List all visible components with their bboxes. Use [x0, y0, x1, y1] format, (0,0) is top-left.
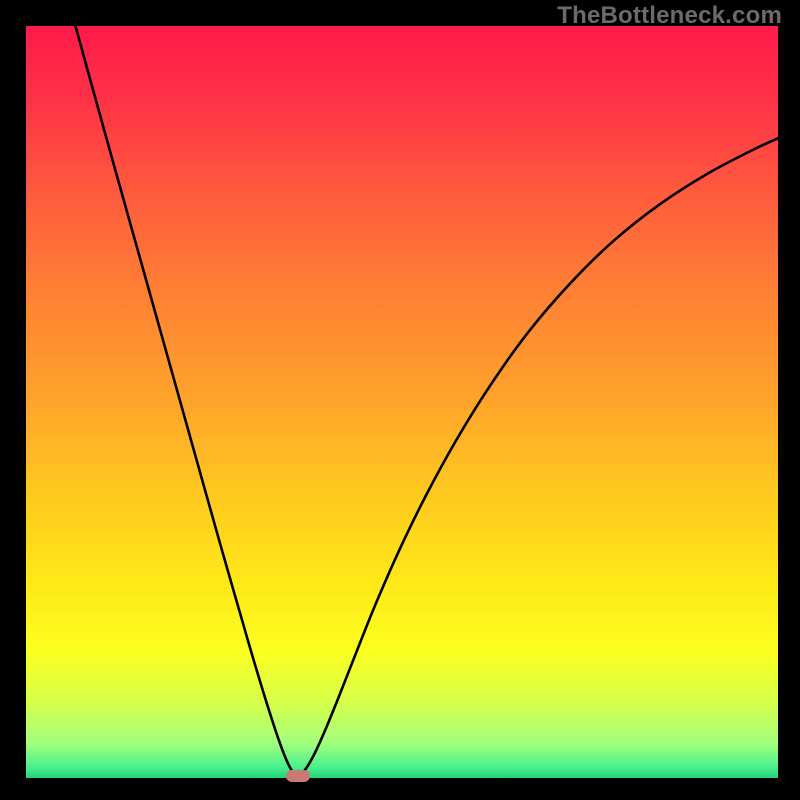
optimal-point-marker	[286, 770, 310, 782]
chart-container: TheBottleneck.com	[0, 0, 800, 800]
plot-area	[26, 26, 778, 778]
bottleneck-curve	[26, 26, 778, 778]
watermark-label: TheBottleneck.com	[557, 2, 782, 30]
